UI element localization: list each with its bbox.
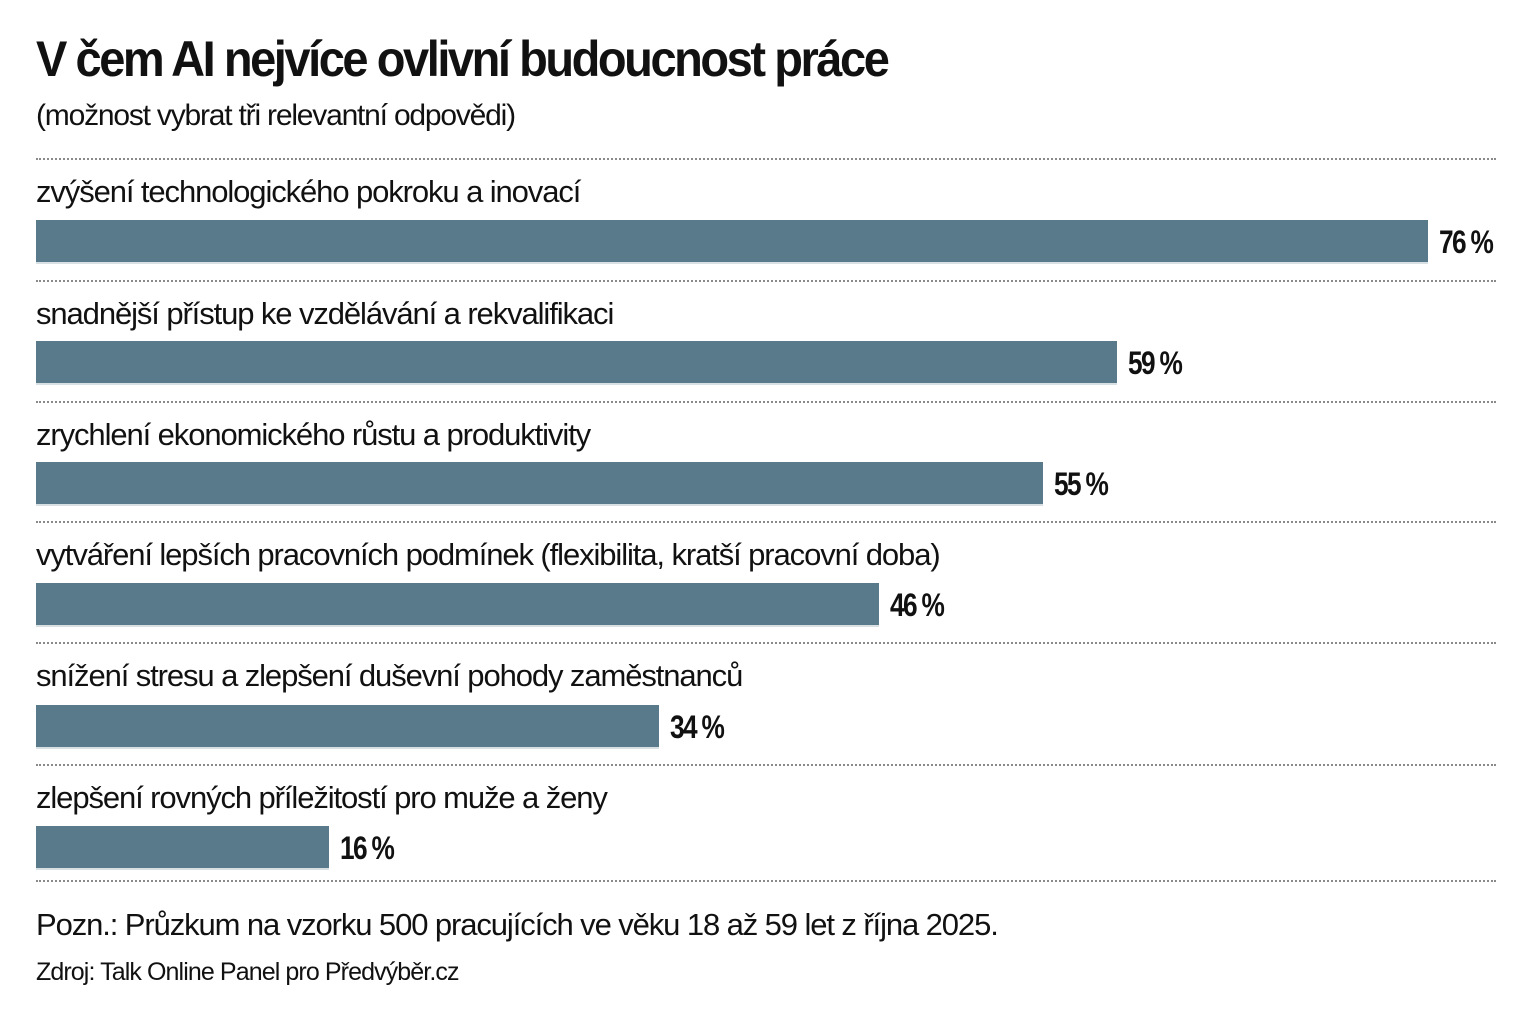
bar <box>36 583 879 627</box>
row-divider <box>36 521 1496 523</box>
bar <box>36 705 659 749</box>
row-divider <box>36 764 1496 766</box>
bar-value-label: 59 % <box>1127 345 1183 381</box>
bar-label: zlepšení rovných příležitostí pro muže a… <box>36 780 608 815</box>
chart-subtitle: (možnost vybrat tři relevantní odpovědi) <box>36 99 516 132</box>
bar-value-label: 16 % <box>340 830 395 866</box>
row-divider <box>36 401 1496 403</box>
bar-value-label: 34 % <box>669 709 725 745</box>
row-divider <box>36 158 1496 160</box>
source-credit: Zdroj: Talk Online Panel pro Předvýběr.c… <box>36 958 459 986</box>
bar-label: zrychlení ekonomického růstu a produktiv… <box>36 417 591 452</box>
bar-label: snadnější přístup ke vzdělávání a rekval… <box>36 296 614 331</box>
footnote: Pozn.: Průzkum na vzorku 500 pracujících… <box>36 907 999 942</box>
bar-label: zvýšení technologického pokroku a inovac… <box>36 174 581 209</box>
chart-title: V čem AI nejvíce ovlivní budoucnost prác… <box>36 31 890 87</box>
row-divider <box>36 280 1496 282</box>
bar <box>36 826 330 870</box>
bar <box>36 341 1117 385</box>
bar-label: snížení stresu a zlepšení duševní pohody… <box>36 658 743 693</box>
bar-label: vytváření lepších pracovních podmínek (f… <box>36 537 941 572</box>
bar <box>36 220 1429 264</box>
bar-value-label: 76 % <box>1439 224 1494 260</box>
bar-value-label: 55 % <box>1054 466 1109 502</box>
row-divider <box>36 642 1496 644</box>
bar-value-label: 46 % <box>889 587 945 623</box>
bottom-divider <box>36 880 1496 882</box>
bar <box>36 462 1044 506</box>
